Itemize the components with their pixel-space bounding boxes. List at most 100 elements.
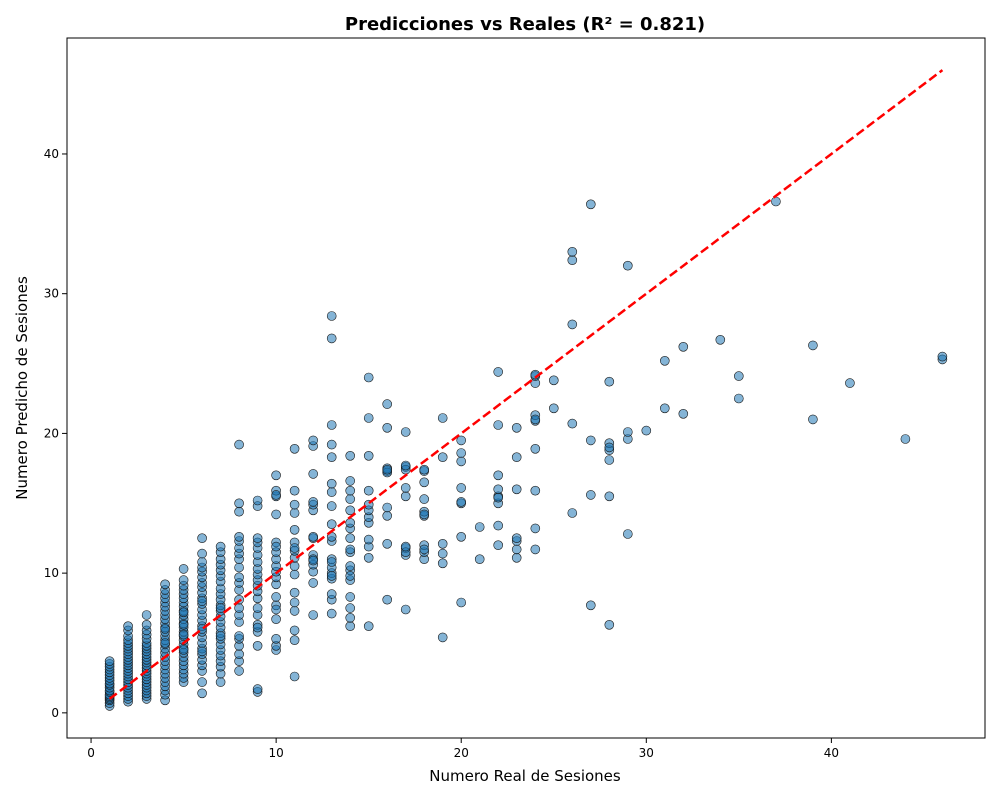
data-point	[937, 351, 948, 362]
data-point	[252, 533, 263, 544]
data-point	[326, 519, 337, 530]
data-point	[308, 578, 319, 588]
data-point	[604, 455, 615, 465]
y-tick-label: 0	[51, 706, 59, 720]
data-point	[345, 450, 356, 461]
data-point	[160, 638, 170, 648]
data-point	[123, 621, 133, 632]
data-point	[808, 340, 818, 351]
data-point	[419, 464, 430, 475]
data-point	[456, 448, 467, 458]
data-point	[437, 538, 448, 549]
data-point	[456, 597, 467, 608]
data-point	[271, 604, 281, 615]
data-point	[289, 625, 300, 636]
data-point	[326, 311, 337, 321]
data-point	[326, 608, 337, 619]
data-point	[345, 494, 356, 504]
data-point	[326, 557, 337, 567]
data-point	[271, 490, 281, 500]
data-point	[437, 558, 448, 569]
data-point	[326, 571, 337, 581]
data-point	[178, 629, 189, 640]
data-point	[437, 548, 448, 559]
data-point	[271, 470, 281, 481]
data-point	[271, 592, 281, 602]
data-point	[289, 543, 300, 553]
data-point	[197, 557, 207, 567]
x-tick-label: 10	[269, 746, 284, 760]
data-point	[289, 485, 300, 496]
data-point	[419, 494, 430, 504]
data-point	[493, 492, 504, 503]
data-point	[345, 561, 356, 571]
reference-line	[108, 69, 944, 700]
data-point	[567, 255, 578, 266]
x-tick-label: 30	[639, 746, 654, 760]
data-point	[622, 260, 633, 271]
data-point	[160, 624, 170, 634]
y-tick-label: 30	[44, 287, 59, 301]
data-point	[493, 484, 504, 495]
data-point	[178, 564, 189, 574]
data-point	[548, 375, 559, 386]
data-point	[308, 469, 319, 479]
y-tick-label: 40	[44, 147, 59, 161]
data-point	[289, 499, 300, 510]
data-point	[215, 677, 226, 687]
data-point	[382, 594, 393, 605]
data-point	[289, 443, 300, 454]
data-point	[234, 562, 244, 573]
data-point	[437, 413, 448, 423]
data-point	[308, 435, 319, 446]
data-point	[252, 684, 263, 694]
data-point	[493, 470, 504, 481]
data-point	[604, 442, 615, 453]
data-point	[585, 435, 596, 446]
data-point	[234, 666, 244, 676]
data-point	[437, 452, 448, 463]
data-point	[530, 485, 541, 496]
data-point	[900, 434, 911, 444]
data-point	[289, 597, 300, 608]
data-point	[326, 501, 337, 511]
data-point	[400, 541, 411, 552]
data-point	[511, 544, 522, 555]
data-point	[548, 403, 559, 414]
data-point	[456, 531, 467, 542]
data-point	[382, 464, 393, 475]
data-point	[678, 408, 689, 419]
data-point	[271, 614, 281, 625]
data-point	[234, 649, 244, 660]
data-point	[326, 452, 337, 463]
scatter-points	[104, 196, 948, 711]
data-point	[141, 619, 152, 630]
plot-frame	[66, 37, 986, 739]
data-point	[567, 319, 578, 330]
data-point	[345, 621, 356, 632]
data-point	[400, 491, 411, 502]
data-point	[419, 477, 430, 488]
data-point	[345, 517, 356, 528]
data-point	[585, 490, 596, 500]
data-point	[345, 485, 356, 496]
data-point	[474, 554, 485, 565]
data-point	[197, 533, 207, 544]
data-point	[308, 497, 319, 507]
data-point	[234, 631, 244, 641]
data-point	[511, 484, 522, 495]
y-axis: 0 10 20 30 40	[44, 147, 67, 720]
data-point	[382, 502, 393, 513]
data-point	[456, 435, 467, 446]
data-point	[326, 487, 337, 497]
y-axis-title: Numero Predicho de Sesiones	[13, 276, 31, 500]
data-point	[437, 632, 448, 643]
data-point	[585, 600, 596, 611]
data-point	[493, 367, 504, 377]
data-point	[363, 534, 374, 545]
data-point	[733, 393, 744, 404]
x-axis-title: Numero Real de Sesiones	[429, 767, 621, 785]
data-point	[474, 522, 485, 532]
data-point	[197, 688, 207, 699]
data-point	[234, 531, 244, 542]
